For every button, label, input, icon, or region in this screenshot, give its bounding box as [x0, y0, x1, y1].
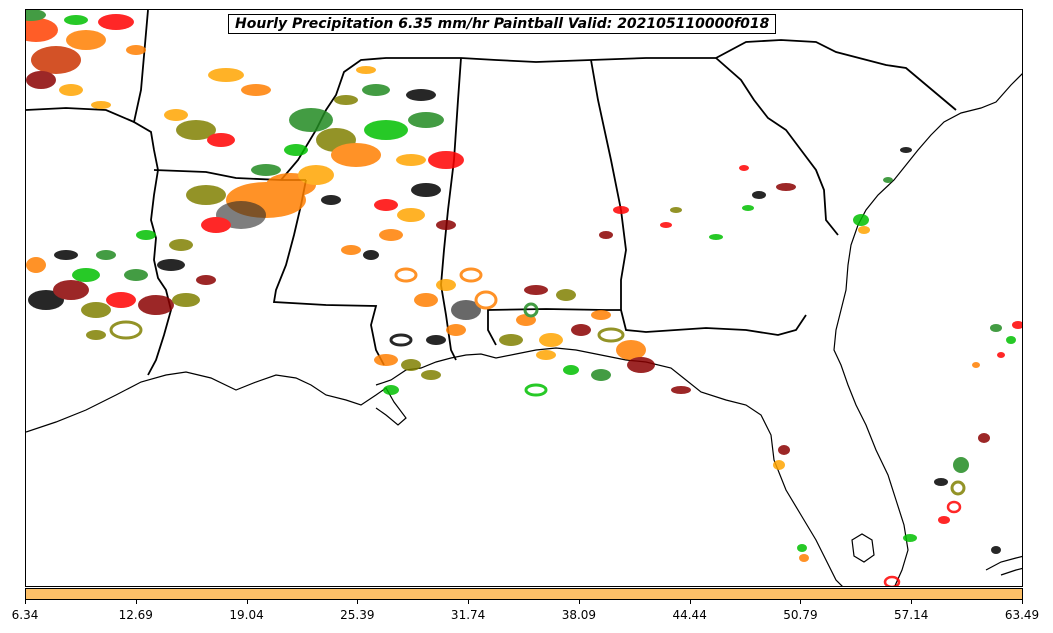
- colorbar-tick-label: 57.14: [894, 608, 929, 622]
- colorbar-tick-mark: [25, 600, 26, 604]
- inland-lake: [851, 533, 875, 563]
- map-canvas: [26, 10, 1022, 586]
- map-title: Hourly Precipitation 6.35 mm/hr Paintbal…: [228, 14, 777, 34]
- colorbar-tick-mark: [578, 600, 580, 604]
- colorbar-tick-mark: [246, 600, 248, 604]
- colorbar: [25, 588, 1023, 600]
- colorbar-tick-mark: [800, 600, 802, 604]
- gulf-coastline: [26, 73, 1022, 586]
- colorbar-tick-mark: [468, 600, 470, 604]
- colorbar-tick-mark: [689, 600, 691, 604]
- colorbar-tick-label: 12.69: [118, 608, 153, 622]
- colorbar-tick-label: 38.09: [561, 608, 597, 622]
- colorbar-tick-label: 44.44: [672, 608, 707, 622]
- colorbar-tick-label: 19.04: [229, 608, 264, 622]
- colorbar-tick-label: 6.34: [11, 608, 39, 622]
- colorbar-tick-label: 31.74: [450, 608, 486, 622]
- island-outline: [985, 555, 1022, 576]
- state-borders: [26, 10, 957, 376]
- colorbar-tick-mark: [357, 600, 359, 604]
- map-panel: [25, 9, 1023, 587]
- colorbar-tick-label: 50.79: [783, 608, 818, 622]
- colorbar-tick-mark: [135, 600, 137, 604]
- colorbar-tick-label: 63.49: [1004, 608, 1040, 622]
- colorbar-tick-label: 25.39: [340, 608, 375, 622]
- precipitation-paintballs: [26, 10, 1022, 586]
- colorbar-tick-mark: [911, 600, 913, 604]
- colorbar-tick-mark: [1022, 600, 1023, 604]
